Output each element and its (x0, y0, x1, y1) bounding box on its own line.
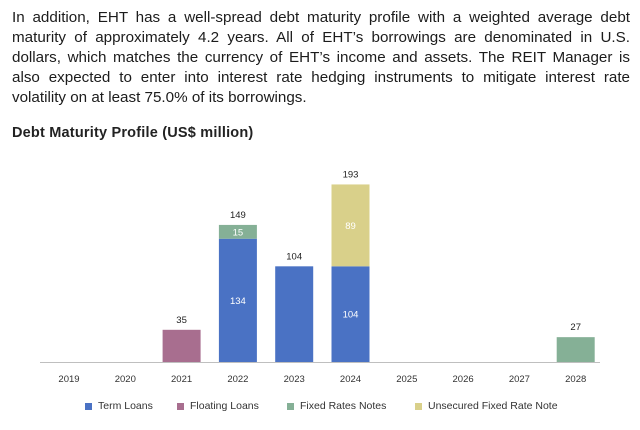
x-tick-label-2024: 2024 (340, 374, 361, 385)
segment-label-2022-2: 15 (233, 227, 244, 238)
x-tick-label-2027: 2027 (509, 374, 530, 385)
legend-label: Unsecured Fixed Rate Note (428, 400, 558, 412)
legend-label: Term Loans (98, 400, 153, 412)
bar-2023-term-loans (275, 266, 314, 362)
bar-2022-term-loans (218, 238, 257, 362)
chart-title: Debt Maturity Profile (US$ million) (12, 125, 254, 141)
bar-2024-term-loans (331, 266, 370, 362)
x-tick-label-2021: 2021 (171, 374, 192, 385)
bar-2022-fixed-rates-notes (218, 224, 257, 239)
total-label-2023: 104 (286, 251, 302, 262)
total-label-2021: 35 (176, 315, 187, 326)
segment-label-2024-0: 104 (343, 310, 359, 321)
x-tick-label-2026: 2026 (453, 374, 474, 385)
x-tick-label-2019: 2019 (58, 374, 79, 385)
bar-2021-floating-loans (162, 329, 201, 362)
legend-item-floating-loans: Floating Loans (177, 400, 259, 412)
bar-2024-unsecured-fixed-rate-note (331, 184, 370, 267)
x-tick-label-2022: 2022 (227, 374, 248, 385)
legend-item-fixed-rates-notes: Fixed Rates Notes (287, 400, 386, 412)
legend-label: Floating Loans (190, 400, 259, 412)
segment-label-2024-3: 89 (345, 221, 356, 232)
total-label-2022: 149 (230, 210, 246, 221)
legend-swatch (177, 402, 184, 410)
x-tick-label-2023: 2023 (284, 374, 305, 385)
chart-legend: Term Loans Floating Loans Fixed Rates Note… (0, 400, 640, 416)
x-tick-label-2025: 2025 (396, 374, 417, 385)
x-tick-label-2020: 2020 (115, 374, 136, 385)
legend-swatch (415, 402, 422, 410)
intro-paragraph: In addition, EHT has a well-spread debt … (12, 9, 630, 106)
total-label-2024: 193 (343, 169, 359, 180)
legend-swatch (287, 402, 294, 410)
bar-2028-fixed-rates-notes (556, 337, 595, 362)
x-tick-label-2028: 2028 (565, 374, 586, 385)
legend-item-term-loans: Term Loans (85, 400, 153, 412)
legend-label: Fixed Rates Notes (300, 400, 387, 412)
segment-label-2022-0: 134 (230, 296, 246, 307)
legend-item-unsecured-fixed-rate-note: Unsecured Fixed Rate Note (415, 400, 558, 412)
total-label-2028: 27 (570, 322, 581, 333)
legend-swatch (85, 402, 92, 410)
